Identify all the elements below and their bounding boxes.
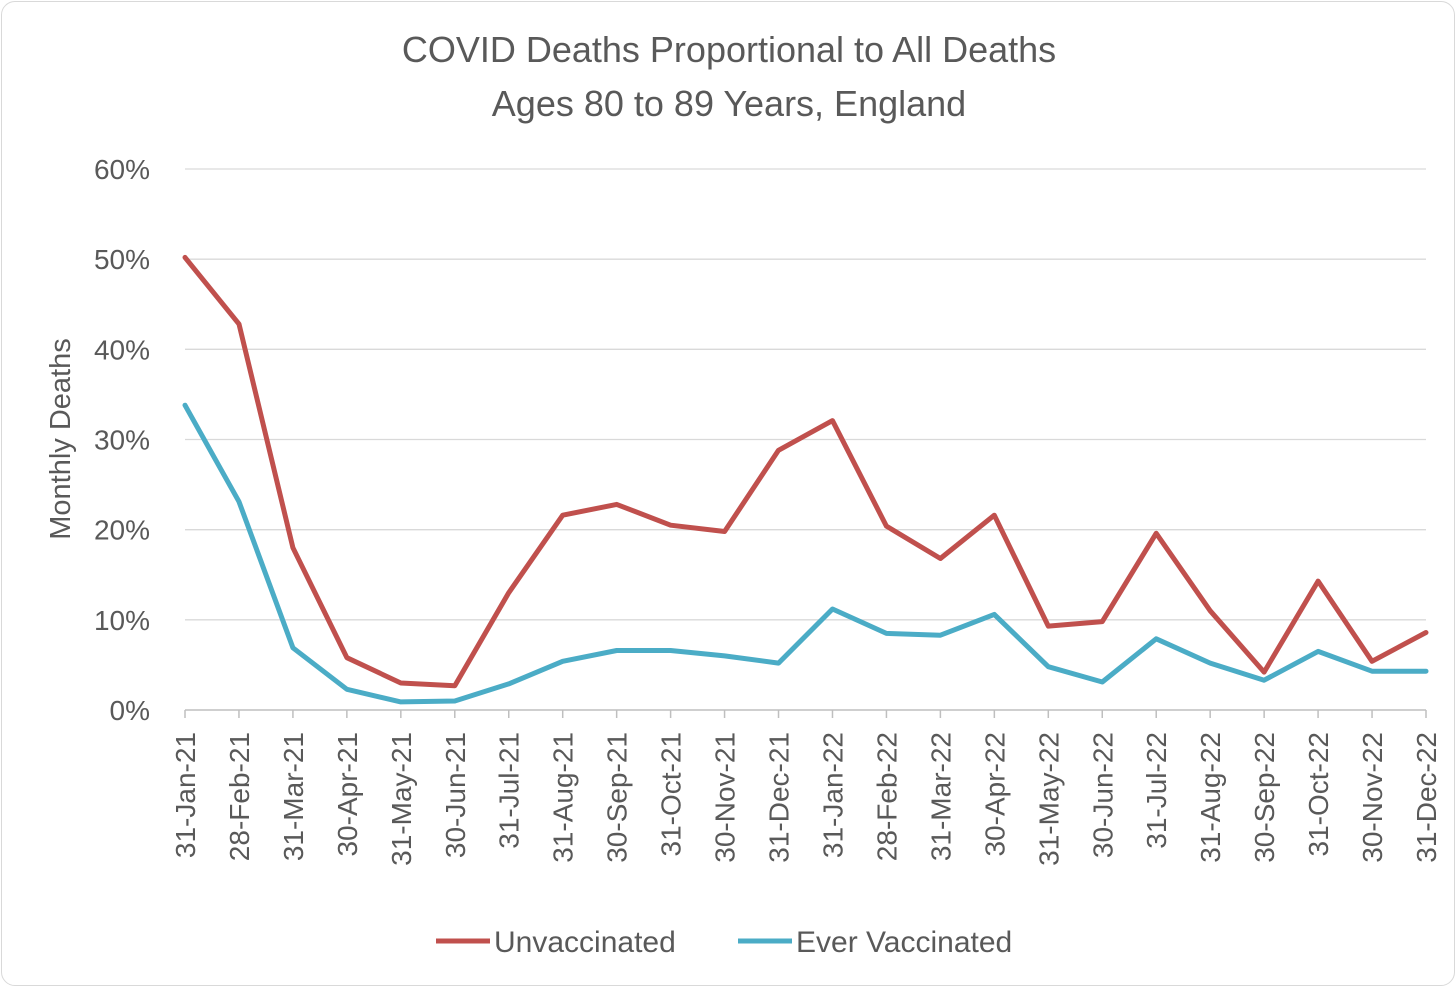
y-tick-label: 10% xyxy=(94,605,150,636)
x-tick-label: 30-Sep-22 xyxy=(1249,732,1280,863)
x-axis-ticks: 31-Jan-21 28-Feb-21 31-Mar-21 30-Apr-21 31-M… xyxy=(170,732,1442,866)
x-tick-label: 31-May-21 xyxy=(386,732,417,866)
y-tick-label: 50% xyxy=(94,244,150,275)
legend-label: Unvaccinated xyxy=(494,926,676,959)
x-tick-label: 31-Oct-21 xyxy=(656,732,687,857)
x-tick-label: 31-May-22 xyxy=(1033,732,1064,866)
x-tick-label: 30-Apr-21 xyxy=(332,732,363,857)
x-tick-label: 31-Aug-21 xyxy=(548,732,579,863)
series-line-ever-vaccinated xyxy=(182,402,1429,705)
x-tick-label: 31-Dec-22 xyxy=(1411,732,1442,863)
x-tick-label: 30-Apr-22 xyxy=(979,732,1010,857)
y-tick-label: 20% xyxy=(94,515,150,546)
gridlines xyxy=(185,168,1426,621)
x-tick-label: 31-Jan-22 xyxy=(817,732,848,858)
x-tick-label: 31-Aug-22 xyxy=(1195,732,1226,863)
x-tick-label: 31-Jul-21 xyxy=(494,732,525,849)
x-tick-label: 31-Mar-21 xyxy=(278,732,309,861)
y-axis-ticks: 0% 10% 20% 30% 40% 50% 60% xyxy=(94,154,150,726)
x-tick-label: 30-Nov-22 xyxy=(1357,732,1388,863)
legend-label: Ever Vaccinated xyxy=(796,926,1012,959)
y-axis-title: Monthly Deaths xyxy=(45,338,77,540)
y-tick-label: 60% xyxy=(94,154,150,185)
series-line-unvaccinated xyxy=(182,254,1429,689)
x-tick-label: 30-Sep-21 xyxy=(602,732,633,863)
y-tick-label: 40% xyxy=(94,334,150,365)
x-tick-label: 30-Nov-21 xyxy=(710,732,741,863)
x-tick-label: 28-Feb-22 xyxy=(871,732,902,861)
x-tick-label: 30-Jun-22 xyxy=(1087,732,1118,858)
plot-area xyxy=(182,254,1429,705)
x-tick-label: 31-Mar-22 xyxy=(925,732,956,861)
chart-title: COVID Deaths Proportional to All Deaths xyxy=(402,29,1056,70)
x-tick-label: 31-Jul-22 xyxy=(1141,732,1172,849)
y-tick-label: 0% xyxy=(110,695,150,726)
x-tick-label: 31-Dec-21 xyxy=(764,732,795,863)
x-tick-label: 30-Jun-21 xyxy=(440,732,471,858)
legend: Unvaccinated Ever Vaccinated xyxy=(436,926,1012,959)
y-tick-label: 30% xyxy=(94,425,150,456)
x-axis xyxy=(184,709,1427,718)
x-tick-label: 28-Feb-21 xyxy=(224,732,255,861)
x-tick-label: 31-Jan-21 xyxy=(170,732,201,858)
chart-subtitle: Ages 80 to 89 Years, England xyxy=(492,83,966,124)
x-tick-label: 31-Oct-22 xyxy=(1303,732,1334,857)
